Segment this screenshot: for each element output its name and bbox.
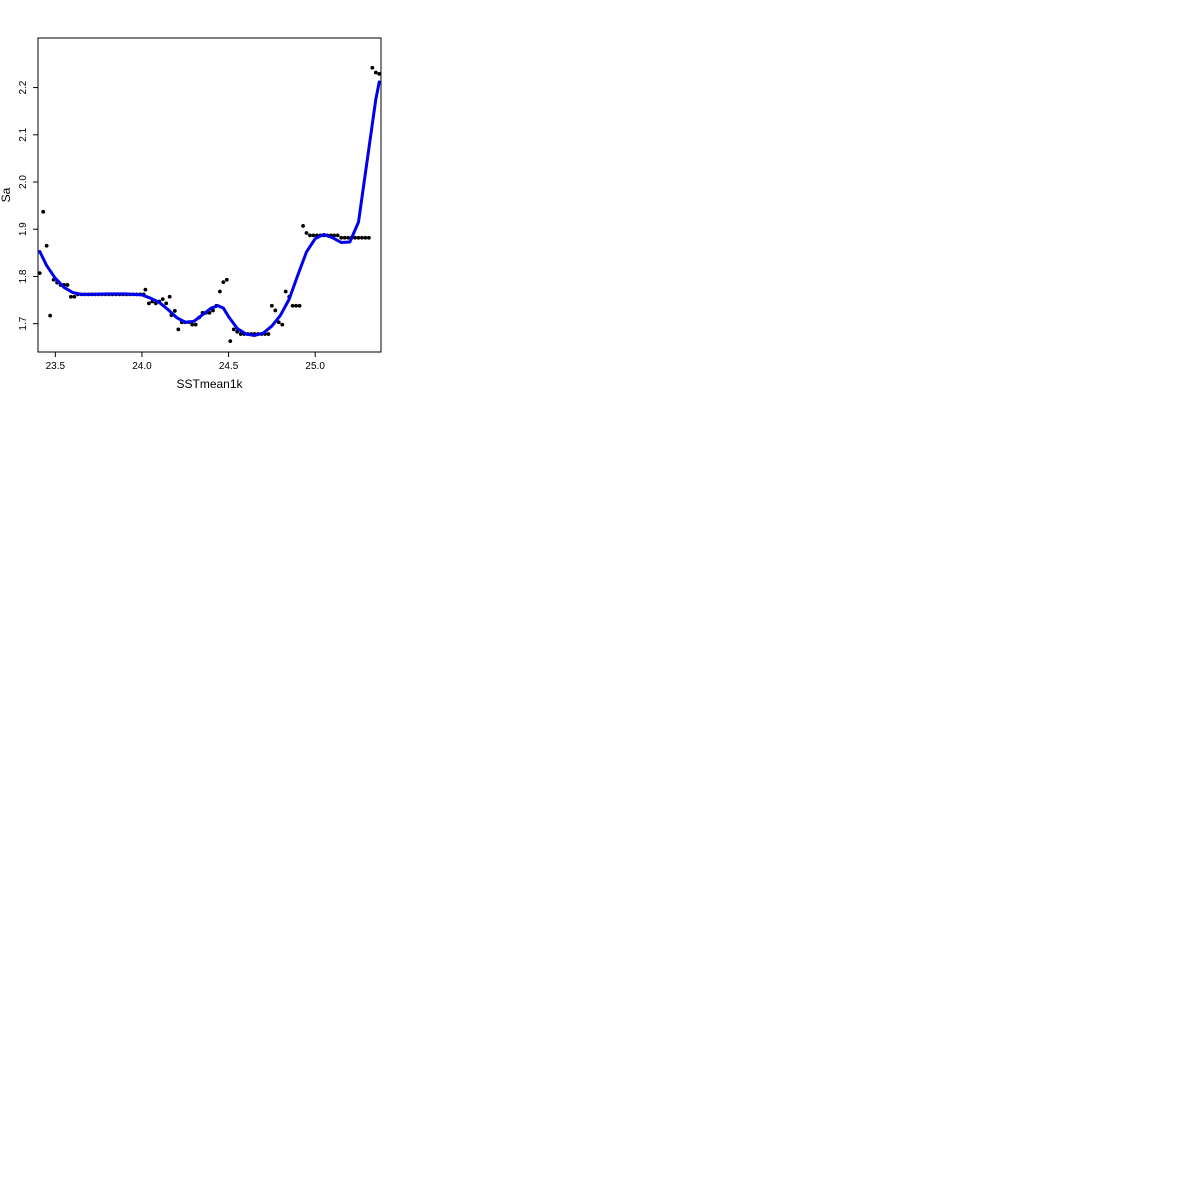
data-point <box>228 339 233 344</box>
data-point <box>276 320 281 325</box>
data-point <box>190 322 195 327</box>
smooth-curve-layer <box>38 80 381 337</box>
data-point <box>146 301 151 306</box>
data-point <box>143 287 148 292</box>
data-point <box>69 294 73 299</box>
data-point <box>231 327 236 332</box>
data-point <box>48 313 53 318</box>
y-tick-label: 2.1 <box>18 127 29 141</box>
y-tick-label: 1.8 <box>18 269 29 283</box>
data-point <box>211 308 215 313</box>
data-point <box>224 277 229 282</box>
data-point <box>164 301 169 306</box>
x-tick-label: 24.0 <box>132 361 152 372</box>
data-point <box>301 224 305 228</box>
data-point <box>65 283 70 287</box>
data-point <box>167 294 172 299</box>
x-axis-title: SSTmean1k <box>176 377 243 391</box>
data-point <box>72 294 77 299</box>
data-point <box>342 235 347 240</box>
data-point <box>311 233 316 238</box>
x-tick-label: 24.5 <box>219 361 239 372</box>
data-point <box>308 233 312 238</box>
data-point <box>269 303 274 308</box>
data-point <box>366 235 371 240</box>
y-tick-label: 2.2 <box>18 80 29 94</box>
data-point <box>339 235 344 240</box>
x-tick-label: 25.0 <box>305 361 325 372</box>
data-point <box>360 235 364 240</box>
data-point <box>377 71 382 76</box>
data-point <box>160 297 165 302</box>
plot-frame <box>37 37 382 353</box>
data-point <box>217 289 222 294</box>
data-point <box>44 243 49 248</box>
data-point <box>304 231 309 235</box>
data-point <box>193 322 198 327</box>
data-point <box>297 303 302 308</box>
y-axis-title: Sa <box>0 187 13 202</box>
data-point <box>332 233 337 238</box>
data-point <box>221 280 226 285</box>
y-tick-label: 1.7 <box>18 316 29 330</box>
x-tick-label: 23.5 <box>46 361 66 372</box>
data-point <box>353 235 357 240</box>
y-axis: 1.7 1.8 1.9 2.0 2.1 2.2 <box>18 80 38 331</box>
data-point <box>283 289 288 294</box>
y-tick-label: 1.9 <box>18 222 29 236</box>
smooth-curve <box>38 80 381 337</box>
data-point <box>41 209 46 214</box>
data-point <box>176 327 181 332</box>
data-point <box>356 235 361 240</box>
data-point <box>335 233 340 238</box>
data-point <box>280 322 285 327</box>
data-point <box>273 308 278 313</box>
data-point <box>370 65 375 70</box>
data-point <box>373 70 378 75</box>
x-axis: 23.5 24.0 24.5 25.0 <box>46 352 325 372</box>
data-point <box>346 235 350 240</box>
data-point <box>172 309 177 313</box>
data-point <box>37 271 42 276</box>
data-point <box>238 332 243 336</box>
y-tick-label: 2.0 <box>18 175 29 189</box>
data-point <box>266 332 271 336</box>
scatter-points <box>37 65 382 344</box>
data-point <box>294 303 299 308</box>
data-point <box>363 235 368 240</box>
data-point <box>290 303 295 308</box>
